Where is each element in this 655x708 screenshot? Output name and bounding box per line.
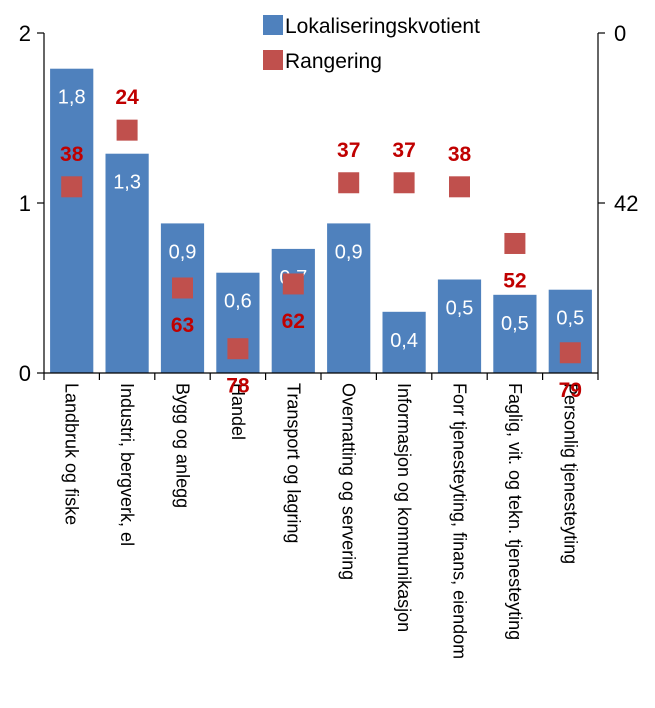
y-left-tick-label: 1 [19,191,31,216]
bar-transport-og-lagring [271,248,315,373]
rank-marker-forr-tjenesteyting-finans-eiendom [449,176,470,198]
bar-overnatting-og-servering [327,223,371,373]
x-tick-label-personlig-tjenesteyting: Personlig tjenesteyting [560,383,580,564]
rank-marker-landbruk-og-fiske [61,176,83,198]
x-tick-label-transport-og-lagring: Transport og lagring [283,383,303,543]
bar-faglig-vit-og-tekn-tjenesteyting [493,294,537,373]
rank-value-label: 62 [282,310,305,333]
axes: 0 1 2 0 42 Landbruk og fiske Industri, bergver… [19,21,639,659]
x-tick-label-faglig-vit-og-tekn-tjenesteyting: Faglig, vit. og tekn. tjenesteyting [505,383,525,640]
rank-marker-personlig-tjenesteyting [559,342,581,364]
rank-marker-transport-og-lagring [282,273,304,295]
rank-data-labels: 38 24 63 78 62 37 37 38 52 79 [60,86,582,402]
rank-value-label: 38 [448,143,472,166]
legend-label-lokaliseringskvotient: Lokaliseringskvotient [285,15,480,38]
bar-landbruk-og-fiske [50,68,94,373]
rank-value-label: 37 [337,139,360,162]
bar-value-label: 0,6 [224,291,252,313]
rank-value-label: 78 [226,375,250,398]
x-tick-label-bygg-og-anlegg: Bygg og anlegg [173,383,193,508]
bar-forr-tjenesteyting-finans-eiendom [437,279,482,373]
y-left-tick-label: 0 [19,361,31,386]
rank-marker-industri-bergverk-el [116,119,138,141]
rank-marker-informasjon-og-kommunikasjon [393,172,415,194]
bar-value-label: 1,8 [58,87,86,109]
rank-marker-handel [227,338,249,360]
rank-markers [61,119,581,364]
legend-swatch-lokaliseringskvotient [263,15,283,35]
bar-value-label: 0,5 [556,308,584,330]
bar-value-label: 0,5 [501,313,529,335]
legend-label-rangering: Rangering [285,50,382,73]
rank-marker-overnatting-og-servering [338,172,360,194]
x-tick-label-informasjon-og-kommunikasjon: Informasjon og kommunikasjon [394,383,414,632]
y-left-tick-label: 2 [19,21,31,46]
rank-value-label: 79 [559,379,582,402]
rank-marker-bygg-og-anlegg [172,277,193,299]
bar-value-label: 1,3 [113,172,141,194]
y-right-tick-label: 42 [614,191,638,216]
x-tick-label-industri-bergverk-el: Industri, bergverk, el [117,383,137,546]
x-tick-label-handel: Handel [228,383,248,440]
bar-industri-bergverk-el [105,153,149,373]
bar-value-label: 0,9 [169,241,197,263]
legend: Lokaliseringskvotient Rangering [263,15,480,73]
bar-value-label: 0,4 [390,330,418,352]
bar-informasjon-og-kommunikasjon [382,311,426,373]
x-tick-label-forr-tjenesteyting-finans-eiendom: Forr tjenesteyting, finans, eiendom [450,383,470,659]
bar-value-label: 0,9 [335,241,363,263]
rank-value-label: 24 [115,86,139,109]
y-right-tick-label: 0 [614,21,626,46]
rank-value-label: 38 [60,143,84,166]
rank-marker-faglig-vit-og-tekn-tjenesteyting [504,232,526,254]
bar-value-label: 0,5 [446,298,474,320]
rank-value-label: 52 [503,269,526,292]
rank-value-label: 63 [171,314,194,337]
rank-value-label: 37 [392,139,415,162]
x-tick-label-landbruk-og-fiske: Landbruk og fiske [62,383,82,525]
legend-swatch-rangering [263,50,283,70]
x-tick-label-overnatting-og-servering: Overnatting og servering [339,383,359,580]
